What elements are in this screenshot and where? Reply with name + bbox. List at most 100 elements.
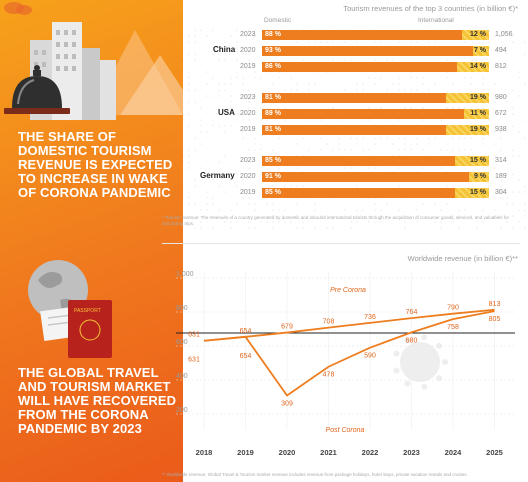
map-dot bbox=[200, 131, 202, 133]
map-dot bbox=[428, 137, 430, 139]
map-dot bbox=[380, 41, 382, 43]
map-dot bbox=[512, 191, 514, 193]
map-dot bbox=[248, 167, 250, 169]
map-dot bbox=[188, 53, 190, 55]
total-revenue-label: 314 bbox=[495, 157, 507, 164]
map-dot bbox=[224, 125, 226, 127]
total-revenue-label: 980 bbox=[495, 94, 507, 101]
international-share-label: 15 % bbox=[470, 189, 486, 196]
map-dot bbox=[524, 191, 526, 193]
map-dot bbox=[386, 119, 388, 121]
map-dot bbox=[284, 209, 286, 211]
map-dot bbox=[183, 71, 184, 73]
map-dot bbox=[218, 161, 220, 163]
map-dot bbox=[248, 101, 250, 103]
map-dot bbox=[302, 185, 304, 187]
bar-year-label: 2020 bbox=[240, 110, 256, 117]
map-dot bbox=[296, 227, 298, 229]
map-dot bbox=[212, 197, 214, 199]
bar-year-label: 2023 bbox=[240, 31, 256, 38]
map-dot bbox=[344, 209, 346, 211]
map-dot bbox=[446, 185, 448, 187]
country-label-germany: Germany bbox=[200, 171, 235, 180]
map-dot bbox=[308, 83, 310, 85]
map-dot bbox=[422, 203, 424, 205]
map-dot bbox=[320, 119, 322, 121]
domestic-bar bbox=[262, 62, 457, 72]
international-share-label: 11 % bbox=[470, 110, 486, 117]
domestic-bar bbox=[262, 156, 455, 166]
left-panel: PASSPORT THE SHARE OF DOMESTIC TOURISM R… bbox=[0, 0, 183, 482]
map-dot bbox=[488, 119, 490, 121]
map-dot bbox=[194, 35, 196, 37]
map-dot bbox=[236, 119, 238, 121]
bar-row: 86 % 14 % bbox=[262, 62, 489, 72]
map-dot bbox=[386, 59, 388, 61]
map-dot bbox=[464, 41, 466, 43]
bar-year-label: 2019 bbox=[240, 63, 256, 70]
map-dot bbox=[212, 227, 214, 229]
map-dot bbox=[404, 167, 406, 169]
map-dot bbox=[470, 83, 472, 85]
map-dot bbox=[183, 161, 184, 163]
map-dot bbox=[284, 185, 286, 187]
map-dot bbox=[188, 83, 190, 85]
map-dot bbox=[404, 227, 406, 229]
map-dot bbox=[200, 29, 202, 31]
map-dot bbox=[476, 59, 478, 61]
map-dot bbox=[494, 197, 496, 199]
map-dot bbox=[212, 29, 214, 31]
domestic-share-label: 91 % bbox=[265, 173, 281, 180]
map-dot bbox=[368, 119, 370, 121]
map-dot bbox=[314, 227, 316, 229]
map-dot bbox=[518, 179, 520, 181]
map-dot bbox=[248, 149, 250, 151]
map-dot bbox=[188, 149, 190, 151]
bar-year-label: 2020 bbox=[240, 47, 256, 54]
domestic-share-label: 89 % bbox=[265, 110, 281, 117]
map-dot bbox=[470, 137, 472, 139]
map-dot bbox=[380, 137, 382, 139]
map-dot bbox=[183, 101, 184, 103]
map-dot bbox=[278, 209, 280, 211]
map-dot bbox=[230, 95, 232, 97]
map-dot bbox=[356, 41, 358, 43]
map-dot bbox=[392, 143, 394, 145]
map-dot bbox=[362, 119, 364, 121]
map-dot bbox=[464, 137, 466, 139]
map-dot bbox=[242, 83, 244, 85]
map-dot bbox=[188, 155, 190, 157]
map-dot bbox=[422, 119, 424, 121]
map-dot bbox=[242, 89, 244, 91]
map-dot bbox=[218, 89, 220, 91]
map-dot bbox=[488, 89, 490, 91]
map-dot bbox=[458, 149, 460, 151]
map-dot bbox=[518, 191, 520, 193]
domestic-bar bbox=[262, 109, 464, 119]
map-dot bbox=[296, 185, 298, 187]
map-dot bbox=[296, 83, 298, 85]
map-dot bbox=[206, 203, 208, 205]
map-dot bbox=[206, 71, 208, 73]
map-dot bbox=[464, 209, 466, 211]
passport-icon: PASSPORT bbox=[68, 300, 112, 358]
map-dot bbox=[458, 137, 460, 139]
map-dot bbox=[446, 203, 448, 205]
map-dot bbox=[236, 203, 238, 205]
map-dot bbox=[482, 41, 484, 43]
map-dot bbox=[212, 77, 214, 79]
map-dot bbox=[188, 35, 190, 37]
map-dot bbox=[506, 101, 508, 103]
map-dot bbox=[524, 137, 526, 139]
international-share-label: 7 % bbox=[474, 47, 486, 54]
map-dot bbox=[212, 95, 214, 97]
international-share-label: 19 % bbox=[470, 94, 486, 101]
map-dot bbox=[224, 131, 226, 133]
map-dot bbox=[308, 119, 310, 121]
line-footnote: ** Worldwide revenue: Global Travel & To… bbox=[162, 472, 517, 478]
map-dot bbox=[272, 83, 274, 85]
map-dot bbox=[524, 215, 526, 217]
map-dot bbox=[308, 41, 310, 43]
map-dot bbox=[476, 227, 478, 229]
map-dot bbox=[248, 227, 250, 229]
